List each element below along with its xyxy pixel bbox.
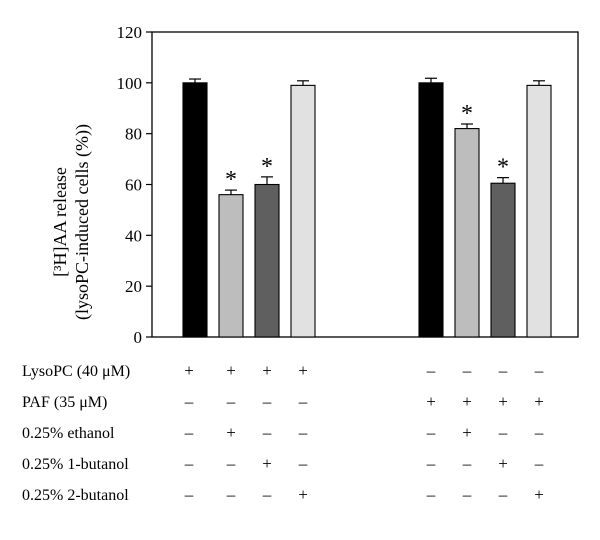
bar (218, 194, 244, 338)
condition-sign: – (534, 423, 544, 442)
condition-sign: + (262, 454, 272, 473)
condition-sign: – (498, 423, 508, 442)
condition-sign: – (184, 454, 194, 473)
condition-sign: – (462, 485, 472, 504)
significance-marker: * (461, 101, 473, 127)
condition-sign: – (534, 454, 544, 473)
condition-sign: + (534, 485, 544, 504)
y-tick-label: 0 (134, 328, 143, 347)
condition-sign: – (298, 392, 308, 411)
plot-area: 0 20 40 60 80 100 120 * * * * (117, 23, 579, 347)
y-axis-label-line1: [³H]AA release (50, 167, 70, 277)
condition-sign: – (426, 454, 436, 473)
y-tick-label: 100 (117, 74, 143, 93)
condition-sign: + (298, 485, 308, 504)
condition-sign: – (426, 361, 436, 380)
condition-sign: + (226, 361, 236, 380)
bar (490, 182, 516, 338)
condition-sign: + (226, 423, 236, 442)
condition-sign: – (426, 423, 436, 442)
significance-marker: * (225, 167, 237, 193)
condition-sign: + (298, 361, 308, 380)
condition-row-label: 0.25% ethanol (22, 425, 115, 442)
condition-sign: – (226, 485, 236, 504)
condition-sign: – (226, 454, 236, 473)
bar (254, 183, 280, 338)
condition-sign: – (262, 392, 272, 411)
condition-sign: + (498, 392, 508, 411)
condition-sign: + (262, 361, 272, 380)
y-tick-label: 40 (125, 226, 142, 245)
bar (454, 128, 480, 338)
condition-sign: – (262, 485, 272, 504)
condition-sign: – (184, 392, 194, 411)
condition-sign: – (498, 361, 508, 380)
bar (418, 82, 444, 338)
condition-row-label: 0.25% 1-butanol (22, 456, 129, 473)
condition-sign: – (184, 485, 194, 504)
conditions-table: LysoPC (40 μM) + + + + – – – – PAF (35 μM) – – – – + + +… (22, 361, 544, 504)
condition-sign: – (426, 485, 436, 504)
y-tick-label: 80 (125, 125, 142, 144)
condition-sign: – (298, 454, 308, 473)
condition-sign: – (184, 423, 194, 442)
bar (290, 84, 316, 338)
condition-sign: – (226, 392, 236, 411)
condition-row-label: 0.25% 2-butanol (22, 487, 129, 504)
bar (182, 82, 208, 338)
condition-row-label: LysoPC (40 μM) (22, 363, 130, 380)
significance-marker: * (497, 155, 509, 181)
condition-sign: + (534, 392, 544, 411)
y-axis-title: [³H]AA release (lysoPC-induced cells (%)… (50, 124, 93, 320)
significance-marker: * (261, 154, 273, 180)
condition-row-label: PAF (35 μM) (22, 394, 107, 411)
condition-sign: – (298, 423, 308, 442)
condition-sign: + (498, 454, 508, 473)
condition-sign: – (462, 454, 472, 473)
y-tick-label: 60 (125, 176, 142, 195)
condition-sign: + (426, 392, 436, 411)
condition-sign: – (262, 423, 272, 442)
y-tick-label: 120 (117, 23, 143, 42)
y-tick-label: 20 (125, 277, 142, 296)
condition-sign: – (534, 361, 544, 380)
condition-sign: + (462, 392, 472, 411)
condition-sign: + (462, 423, 472, 442)
condition-sign: – (498, 485, 508, 504)
condition-sign: – (462, 361, 472, 380)
y-axis-label-line2: (lysoPC-induced cells (%)) (72, 124, 93, 320)
bar (526, 84, 552, 338)
condition-sign: + (184, 361, 194, 380)
